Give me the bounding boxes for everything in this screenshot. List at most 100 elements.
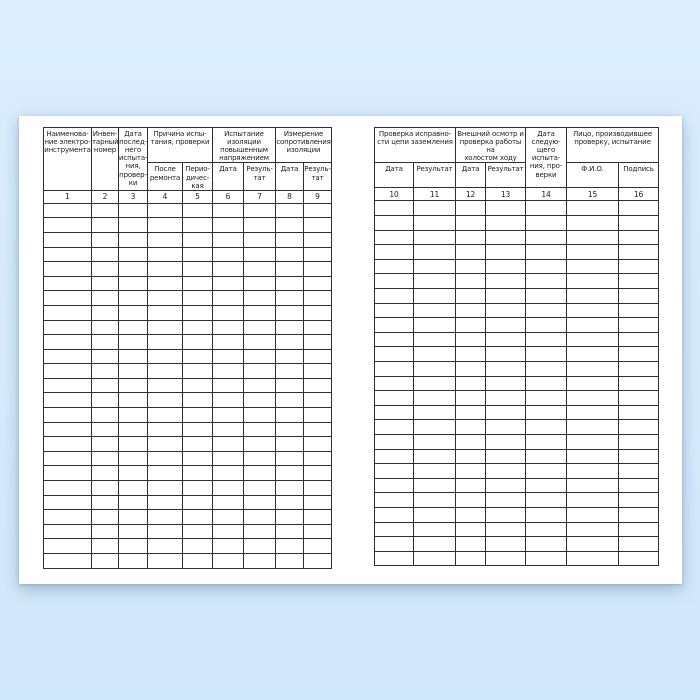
empty-cell bbox=[43, 377, 92, 394]
empty-cell bbox=[275, 290, 304, 306]
header-insulation-date: Дата bbox=[212, 162, 244, 191]
empty-cell bbox=[455, 229, 486, 246]
empty-cell bbox=[182, 231, 213, 248]
empty-cell bbox=[275, 538, 304, 555]
empty-data-row bbox=[374, 258, 660, 275]
empty-cell bbox=[182, 304, 213, 321]
empty-cell bbox=[374, 536, 414, 552]
empty-cell bbox=[91, 377, 119, 394]
empty-cell bbox=[413, 273, 456, 289]
empty-cell bbox=[485, 550, 526, 567]
empty-cell bbox=[118, 348, 148, 365]
empty-cell bbox=[147, 231, 183, 248]
empty-cell bbox=[374, 229, 414, 246]
empty-cell bbox=[275, 304, 304, 321]
empty-cell bbox=[243, 480, 276, 496]
empty-cell bbox=[525, 492, 567, 508]
empty-cell bbox=[243, 246, 276, 263]
empty-cell bbox=[147, 553, 183, 569]
empty-cell bbox=[147, 275, 183, 292]
empty-cell bbox=[212, 217, 244, 233]
empty-cell bbox=[617, 215, 660, 231]
empty-cell bbox=[212, 553, 244, 569]
empty-data-row bbox=[374, 536, 660, 552]
empty-cell bbox=[455, 200, 486, 217]
empty-cell bbox=[275, 494, 304, 511]
empty-cell bbox=[182, 319, 213, 336]
empty-cell bbox=[525, 550, 567, 567]
empty-data-row bbox=[374, 346, 660, 362]
empty-cell bbox=[43, 509, 92, 525]
empty-cell bbox=[182, 450, 213, 467]
header-periodic: Перио- дичес- кая bbox=[182, 162, 213, 191]
empty-cell bbox=[43, 553, 92, 569]
empty-cell bbox=[243, 465, 276, 482]
empty-data-row bbox=[374, 375, 660, 392]
empty-cell bbox=[243, 348, 276, 365]
empty-data-row bbox=[374, 360, 660, 377]
empty-cell bbox=[43, 261, 92, 277]
empty-cell bbox=[374, 419, 414, 435]
empty-cell bbox=[485, 317, 526, 333]
empty-cell bbox=[212, 480, 244, 496]
empty-cell bbox=[566, 404, 619, 421]
empty-cell bbox=[147, 319, 183, 336]
empty-cell bbox=[455, 448, 486, 465]
empty-cell bbox=[455, 346, 486, 362]
empty-data-row bbox=[43, 334, 333, 350]
empty-cell bbox=[413, 331, 456, 348]
header-sub-row: Дата Результат Дата Результат Ф.И.О. Под… bbox=[374, 162, 660, 189]
empty-cell bbox=[485, 360, 526, 377]
empty-cell bbox=[91, 319, 119, 336]
empty-cell bbox=[566, 448, 619, 465]
empty-cell bbox=[525, 521, 567, 538]
column-number-cell: 2 bbox=[91, 189, 119, 204]
empty-cell bbox=[525, 229, 567, 246]
empty-cell bbox=[302, 494, 333, 511]
empty-cell bbox=[243, 217, 276, 233]
empty-cell bbox=[525, 419, 567, 435]
empty-cell bbox=[182, 348, 213, 365]
empty-data-row bbox=[43, 392, 333, 409]
empty-data-row bbox=[374, 492, 660, 508]
journal-spread-sheet: Наименова- ние электро- инструмента Инве… bbox=[19, 116, 682, 584]
empty-cell bbox=[374, 288, 414, 304]
empty-cell bbox=[455, 258, 486, 275]
empty-cell bbox=[413, 360, 456, 377]
empty-cell bbox=[182, 494, 213, 511]
empty-cell bbox=[182, 392, 213, 409]
empty-data-row bbox=[43, 304, 333, 321]
column-number-cell: 10 bbox=[374, 187, 414, 202]
empty-data-row bbox=[43, 363, 333, 379]
empty-cell bbox=[485, 244, 526, 260]
empty-data-row bbox=[374, 273, 660, 289]
empty-data-row bbox=[374, 463, 660, 479]
empty-cell bbox=[43, 319, 92, 336]
empty-cell bbox=[302, 436, 333, 452]
empty-cell bbox=[275, 450, 304, 467]
empty-cell bbox=[455, 360, 486, 377]
empty-cell bbox=[413, 375, 456, 392]
empty-cell bbox=[212, 290, 244, 306]
empty-cell bbox=[566, 521, 619, 538]
empty-cell bbox=[212, 202, 244, 219]
empty-cell bbox=[374, 492, 414, 508]
empty-cell bbox=[147, 348, 183, 365]
empty-cell bbox=[212, 436, 244, 452]
empty-cell bbox=[525, 346, 567, 362]
empty-cell bbox=[212, 348, 244, 365]
empty-cell bbox=[302, 231, 333, 248]
empty-cell bbox=[275, 523, 304, 540]
empty-cell bbox=[212, 538, 244, 555]
empty-cell bbox=[413, 390, 456, 406]
empty-cell bbox=[525, 360, 567, 377]
empty-cell bbox=[413, 302, 456, 319]
column-number-cell: 16 bbox=[617, 187, 660, 202]
empty-cell bbox=[118, 480, 148, 496]
empty-cell bbox=[91, 407, 119, 423]
empty-cell bbox=[525, 433, 567, 450]
empty-cell bbox=[566, 288, 619, 304]
empty-cell bbox=[413, 521, 456, 538]
empty-cell bbox=[525, 288, 567, 304]
empty-cell bbox=[374, 200, 414, 217]
